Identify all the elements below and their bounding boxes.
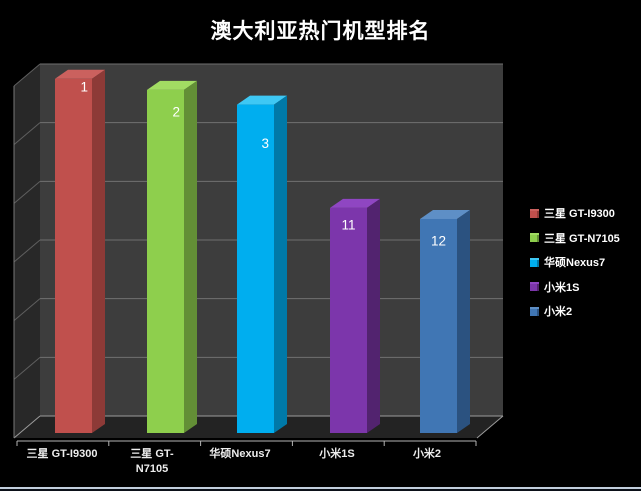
- bar-三星 GT-I9300[interactable]: 1: [55, 69, 105, 433]
- bar-top-face: [147, 80, 197, 90]
- bar-side-face: [184, 80, 197, 433]
- bar-top-face: [330, 198, 380, 208]
- bar-value-label: 3: [261, 136, 269, 151]
- bar-side-face: [367, 198, 380, 433]
- bar-front-face: [147, 89, 184, 433]
- bar-front-face: [420, 218, 457, 433]
- x-axis-label-小米2: 小米2: [412, 448, 442, 460]
- legend-item-小米1S[interactable]: 小米1S: [530, 280, 620, 294]
- bar-三星 GT-N7105[interactable]: 2: [147, 80, 197, 433]
- x-axis-label-三星 GT-I9300: 三星 GT-I9300: [26, 448, 98, 460]
- bar-value-label: 12: [431, 233, 446, 248]
- bar-side-face: [274, 95, 287, 433]
- bar-side-face: [457, 209, 470, 433]
- bar-value-label: 11: [341, 217, 355, 232]
- x-axis-label-小米1S: 小米1S: [319, 448, 355, 460]
- plot-edges: [13, 86, 504, 439]
- bar-side-face: [92, 69, 105, 433]
- bar-华硕Nexus7[interactable]: 3: [237, 95, 287, 433]
- legend-swatch-icon: [530, 306, 539, 316]
- legend-item-小米2[interactable]: 小米2: [530, 304, 620, 318]
- bar-front-face: [237, 104, 274, 433]
- bar-小米2[interactable]: 12: [420, 209, 470, 433]
- bar-top-face: [55, 69, 105, 79]
- legend-swatch-icon: [530, 257, 539, 267]
- chart-title: 澳大利亚热门机型排名: [210, 20, 431, 43]
- legend-label: 三星 GT-I9300: [544, 208, 615, 220]
- bar-front-face: [55, 78, 92, 433]
- bar-top-face: [237, 95, 287, 105]
- legend-label: 三星 GT-N7105: [544, 232, 620, 245]
- legend-label: 小米2: [544, 306, 573, 318]
- legend-item-三星 GT-I9300[interactable]: 三星 GT-I9300: [530, 206, 620, 220]
- x-axis: [16, 440, 477, 446]
- bar-小米1S[interactable]: 11: [330, 198, 380, 433]
- legend-swatch-icon: [530, 233, 539, 242]
- bar-value-label: 1: [80, 79, 88, 94]
- legend-swatch-icon: [530, 282, 539, 291]
- window-edge-line: [0, 487, 641, 489]
- bar-value-label: 2: [172, 104, 180, 119]
- legend-label: 小米1S: [544, 281, 580, 294]
- x-axis-label-华硕Nexus7: 华硕Nexus7: [209, 448, 271, 460]
- bar-front-face: [330, 207, 367, 433]
- x-axis-label-三星 GT-N7105: 三星 GT-N7105: [130, 448, 174, 475]
- bar-top-face: [420, 209, 470, 219]
- legend-swatch-icon: [530, 208, 539, 218]
- legend-label: 华硕Nexus7: [544, 257, 606, 269]
- legend-item-三星 GT-N7105[interactable]: 三星 GT-N7105: [530, 231, 620, 245]
- chart-legend: 三星 GT-I9300 三星 GT-N7105 华硕Nexus7 小米1S 小米2: [530, 206, 620, 318]
- window-edge-shadow: [0, 489, 641, 491]
- window-bottom-edge: [0, 487, 641, 491]
- legend-item-华硕Nexus7[interactable]: 华硕Nexus7: [530, 255, 620, 269]
